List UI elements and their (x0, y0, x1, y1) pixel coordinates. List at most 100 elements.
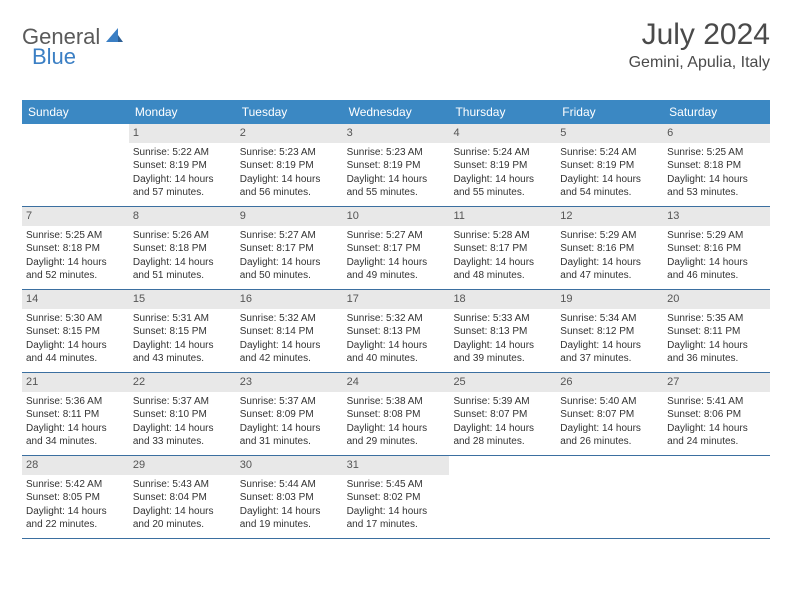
day-body: Sunrise: 5:27 AMSunset: 8:17 PMDaylight:… (343, 226, 450, 289)
day-cell: 1Sunrise: 5:22 AMSunset: 8:19 PMDaylight… (129, 124, 236, 206)
sunset-text: Sunset: 8:05 PM (26, 491, 125, 505)
sunrise-text: Sunrise: 5:23 AM (347, 146, 446, 160)
month-title: July 2024 (629, 18, 770, 52)
sunset-text: Sunset: 8:12 PM (560, 325, 659, 339)
day-number: 24 (343, 373, 450, 392)
header: General July 2024 Gemini, Apulia, Italy (22, 18, 770, 72)
sunrise-text: Sunrise: 5:44 AM (240, 478, 339, 492)
week-row: 14Sunrise: 5:30 AMSunset: 8:15 PMDayligh… (22, 290, 770, 373)
sunset-text: Sunset: 8:18 PM (667, 159, 766, 173)
sunset-text: Sunset: 8:17 PM (240, 242, 339, 256)
sunset-text: Sunset: 8:16 PM (667, 242, 766, 256)
week-row: 7Sunrise: 5:25 AMSunset: 8:18 PMDaylight… (22, 207, 770, 290)
sunset-text: Sunset: 8:17 PM (347, 242, 446, 256)
day-body: Sunrise: 5:28 AMSunset: 8:17 PMDaylight:… (449, 226, 556, 289)
sunset-text: Sunset: 8:17 PM (453, 242, 552, 256)
day-body: Sunrise: 5:22 AMSunset: 8:19 PMDaylight:… (129, 143, 236, 206)
day-body: Sunrise: 5:44 AMSunset: 8:03 PMDaylight:… (236, 475, 343, 538)
day-cell: 29Sunrise: 5:43 AMSunset: 8:04 PMDayligh… (129, 456, 236, 538)
day-cell: 15Sunrise: 5:31 AMSunset: 8:15 PMDayligh… (129, 290, 236, 372)
day-number: 16 (236, 290, 343, 309)
day-number: 10 (343, 207, 450, 226)
day-number: 7 (22, 207, 129, 226)
weekday-wed: Wednesday (343, 100, 450, 124)
daylight-text: Daylight: 14 hours and 33 minutes. (133, 422, 232, 449)
daylight-text: Daylight: 14 hours and 31 minutes. (240, 422, 339, 449)
daylight-text: Daylight: 14 hours and 34 minutes. (26, 422, 125, 449)
day-body: Sunrise: 5:42 AMSunset: 8:05 PMDaylight:… (22, 475, 129, 538)
day-body: Sunrise: 5:24 AMSunset: 8:19 PMDaylight:… (449, 143, 556, 206)
sunrise-text: Sunrise: 5:33 AM (453, 312, 552, 326)
day-body: Sunrise: 5:40 AMSunset: 8:07 PMDaylight:… (556, 392, 663, 455)
daylight-text: Daylight: 14 hours and 17 minutes. (347, 505, 446, 532)
day-body: Sunrise: 5:31 AMSunset: 8:15 PMDaylight:… (129, 309, 236, 372)
day-cell: 12Sunrise: 5:29 AMSunset: 8:16 PMDayligh… (556, 207, 663, 289)
daylight-text: Daylight: 14 hours and 24 minutes. (667, 422, 766, 449)
day-number (449, 456, 556, 475)
day-body: Sunrise: 5:25 AMSunset: 8:18 PMDaylight:… (22, 226, 129, 289)
day-cell: 27Sunrise: 5:41 AMSunset: 8:06 PMDayligh… (663, 373, 770, 455)
day-body: Sunrise: 5:26 AMSunset: 8:18 PMDaylight:… (129, 226, 236, 289)
day-cell: 19Sunrise: 5:34 AMSunset: 8:12 PMDayligh… (556, 290, 663, 372)
day-number: 9 (236, 207, 343, 226)
day-cell: 4Sunrise: 5:24 AMSunset: 8:19 PMDaylight… (449, 124, 556, 206)
sunrise-text: Sunrise: 5:43 AM (133, 478, 232, 492)
daylight-text: Daylight: 14 hours and 47 minutes. (560, 256, 659, 283)
sunset-text: Sunset: 8:09 PM (240, 408, 339, 422)
day-number: 15 (129, 290, 236, 309)
weekday-tue: Tuesday (236, 100, 343, 124)
sunset-text: Sunset: 8:10 PM (133, 408, 232, 422)
day-number: 3 (343, 124, 450, 143)
location: Gemini, Apulia, Italy (629, 54, 770, 72)
daylight-text: Daylight: 14 hours and 55 minutes. (453, 173, 552, 200)
day-body: Sunrise: 5:25 AMSunset: 8:18 PMDaylight:… (663, 143, 770, 206)
daylight-text: Daylight: 14 hours and 26 minutes. (560, 422, 659, 449)
day-body: Sunrise: 5:24 AMSunset: 8:19 PMDaylight:… (556, 143, 663, 206)
day-body: Sunrise: 5:41 AMSunset: 8:06 PMDaylight:… (663, 392, 770, 455)
sunrise-text: Sunrise: 5:25 AM (667, 146, 766, 160)
sunset-text: Sunset: 8:02 PM (347, 491, 446, 505)
sunrise-text: Sunrise: 5:27 AM (347, 229, 446, 243)
weeks-container: 1Sunrise: 5:22 AMSunset: 8:19 PMDaylight… (22, 124, 770, 539)
day-number: 4 (449, 124, 556, 143)
sunrise-text: Sunrise: 5:29 AM (667, 229, 766, 243)
day-number (556, 456, 663, 475)
day-body: Sunrise: 5:39 AMSunset: 8:07 PMDaylight:… (449, 392, 556, 455)
sunset-text: Sunset: 8:07 PM (453, 408, 552, 422)
brand-blue-wrap: Blue (32, 44, 76, 70)
day-number: 29 (129, 456, 236, 475)
day-cell: 30Sunrise: 5:44 AMSunset: 8:03 PMDayligh… (236, 456, 343, 538)
day-cell: 21Sunrise: 5:36 AMSunset: 8:11 PMDayligh… (22, 373, 129, 455)
day-cell: 8Sunrise: 5:26 AMSunset: 8:18 PMDaylight… (129, 207, 236, 289)
day-cell: 11Sunrise: 5:28 AMSunset: 8:17 PMDayligh… (449, 207, 556, 289)
day-body: Sunrise: 5:33 AMSunset: 8:13 PMDaylight:… (449, 309, 556, 372)
sunrise-text: Sunrise: 5:35 AM (667, 312, 766, 326)
sunset-text: Sunset: 8:11 PM (26, 408, 125, 422)
sunrise-text: Sunrise: 5:42 AM (26, 478, 125, 492)
daylight-text: Daylight: 14 hours and 29 minutes. (347, 422, 446, 449)
daylight-text: Daylight: 14 hours and 39 minutes. (453, 339, 552, 366)
daylight-text: Daylight: 14 hours and 50 minutes. (240, 256, 339, 283)
day-number: 20 (663, 290, 770, 309)
day-cell (663, 456, 770, 538)
day-cell: 24Sunrise: 5:38 AMSunset: 8:08 PMDayligh… (343, 373, 450, 455)
day-cell: 25Sunrise: 5:39 AMSunset: 8:07 PMDayligh… (449, 373, 556, 455)
weekday-thu: Thursday (449, 100, 556, 124)
sunrise-text: Sunrise: 5:24 AM (560, 146, 659, 160)
daylight-text: Daylight: 14 hours and 36 minutes. (667, 339, 766, 366)
sunset-text: Sunset: 8:19 PM (560, 159, 659, 173)
daylight-text: Daylight: 14 hours and 42 minutes. (240, 339, 339, 366)
day-cell: 10Sunrise: 5:27 AMSunset: 8:17 PMDayligh… (343, 207, 450, 289)
day-number: 23 (236, 373, 343, 392)
day-body: Sunrise: 5:29 AMSunset: 8:16 PMDaylight:… (556, 226, 663, 289)
day-cell: 31Sunrise: 5:45 AMSunset: 8:02 PMDayligh… (343, 456, 450, 538)
day-number: 8 (129, 207, 236, 226)
day-cell (556, 456, 663, 538)
weekday-sun: Sunday (22, 100, 129, 124)
sunset-text: Sunset: 8:11 PM (667, 325, 766, 339)
sunset-text: Sunset: 8:13 PM (453, 325, 552, 339)
day-cell: 16Sunrise: 5:32 AMSunset: 8:14 PMDayligh… (236, 290, 343, 372)
day-number: 19 (556, 290, 663, 309)
day-cell: 13Sunrise: 5:29 AMSunset: 8:16 PMDayligh… (663, 207, 770, 289)
day-number: 13 (663, 207, 770, 226)
